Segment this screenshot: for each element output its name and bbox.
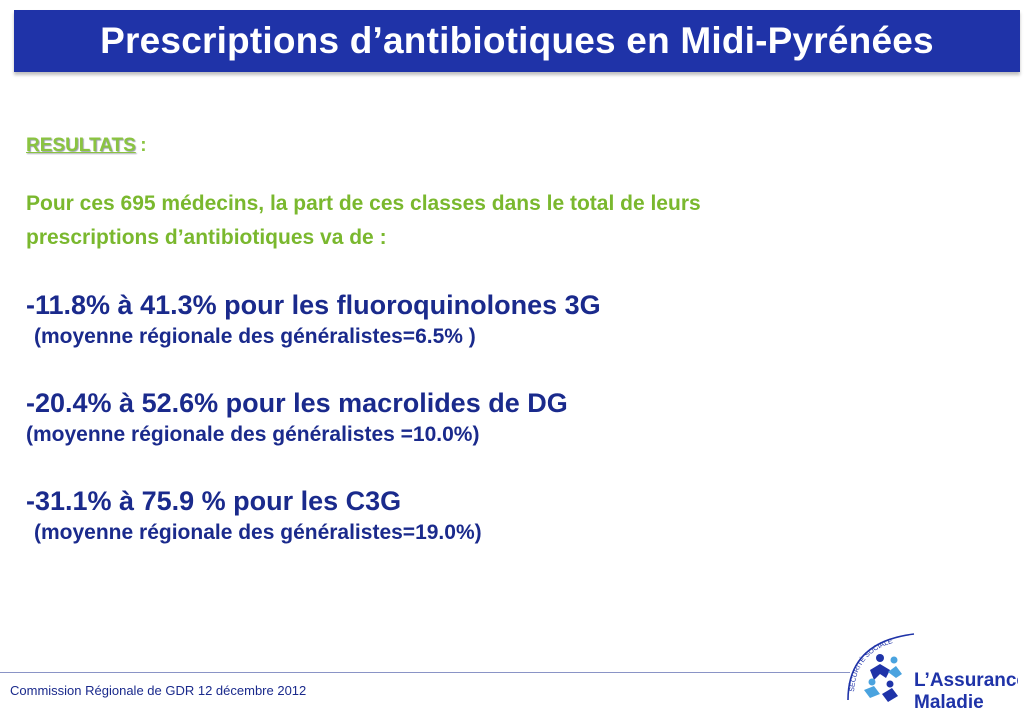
title-bar: Prescriptions d’antibiotiques en Midi-Py… [14,10,1020,72]
intro-paragraph: Pour ces 695 médecins, la part de ces cl… [26,187,1001,255]
logo-line-1: L’Assurance [914,670,1018,691]
footer-divider [0,672,850,673]
page-title: Prescriptions d’antibiotiques en Midi-Py… [100,20,934,61]
entry-range: -20.4% à 52.6% pour les macrolides de DG [26,388,568,418]
entry-average: (moyenne régionale des généralistes =10.… [26,423,480,446]
intro-line-1: Pour ces 695 médecins, la part de ces cl… [26,192,701,215]
logo-figures-icon [864,654,902,702]
entry-range: -11.8% à 41.3% pour les fluoroquinolones… [26,290,601,320]
logo-line-2: Maladie [914,692,984,713]
assurance-maladie-logo: SÉCURITÉ SOCIALE L’Assurance Maladie [847,633,1018,713]
intro-line-2: prescriptions d’antibiotiques va de : [26,226,387,249]
logo-arc [847,633,915,701]
entry-average: (moyenne régionale des généralistes=6.5%… [34,325,476,348]
results-heading: RESULTATS : [26,135,1001,157]
entry-macrolides: -20.4% à 52.6% pour les macrolides de DG… [26,386,1001,450]
slide-content: RESULTATS : Pour ces 695 médecins, la pa… [26,135,1001,548]
results-label: RESULTATS [26,135,136,156]
results-colon: : [140,135,147,156]
entry-range: -31.1% à 75.9 % pour les C3G [26,486,402,516]
entry-average: (moyenne régionale des généralistes=19.0… [34,521,482,544]
entry-fluoroquinolones: -11.8% à 41.3% pour les fluoroquinolones… [26,288,1001,352]
entry-c3g: -31.1% à 75.9 % pour les C3G (moyenne ré… [26,484,1001,548]
footer-text: Commission Régionale de GDR 12 décembre … [10,683,307,698]
